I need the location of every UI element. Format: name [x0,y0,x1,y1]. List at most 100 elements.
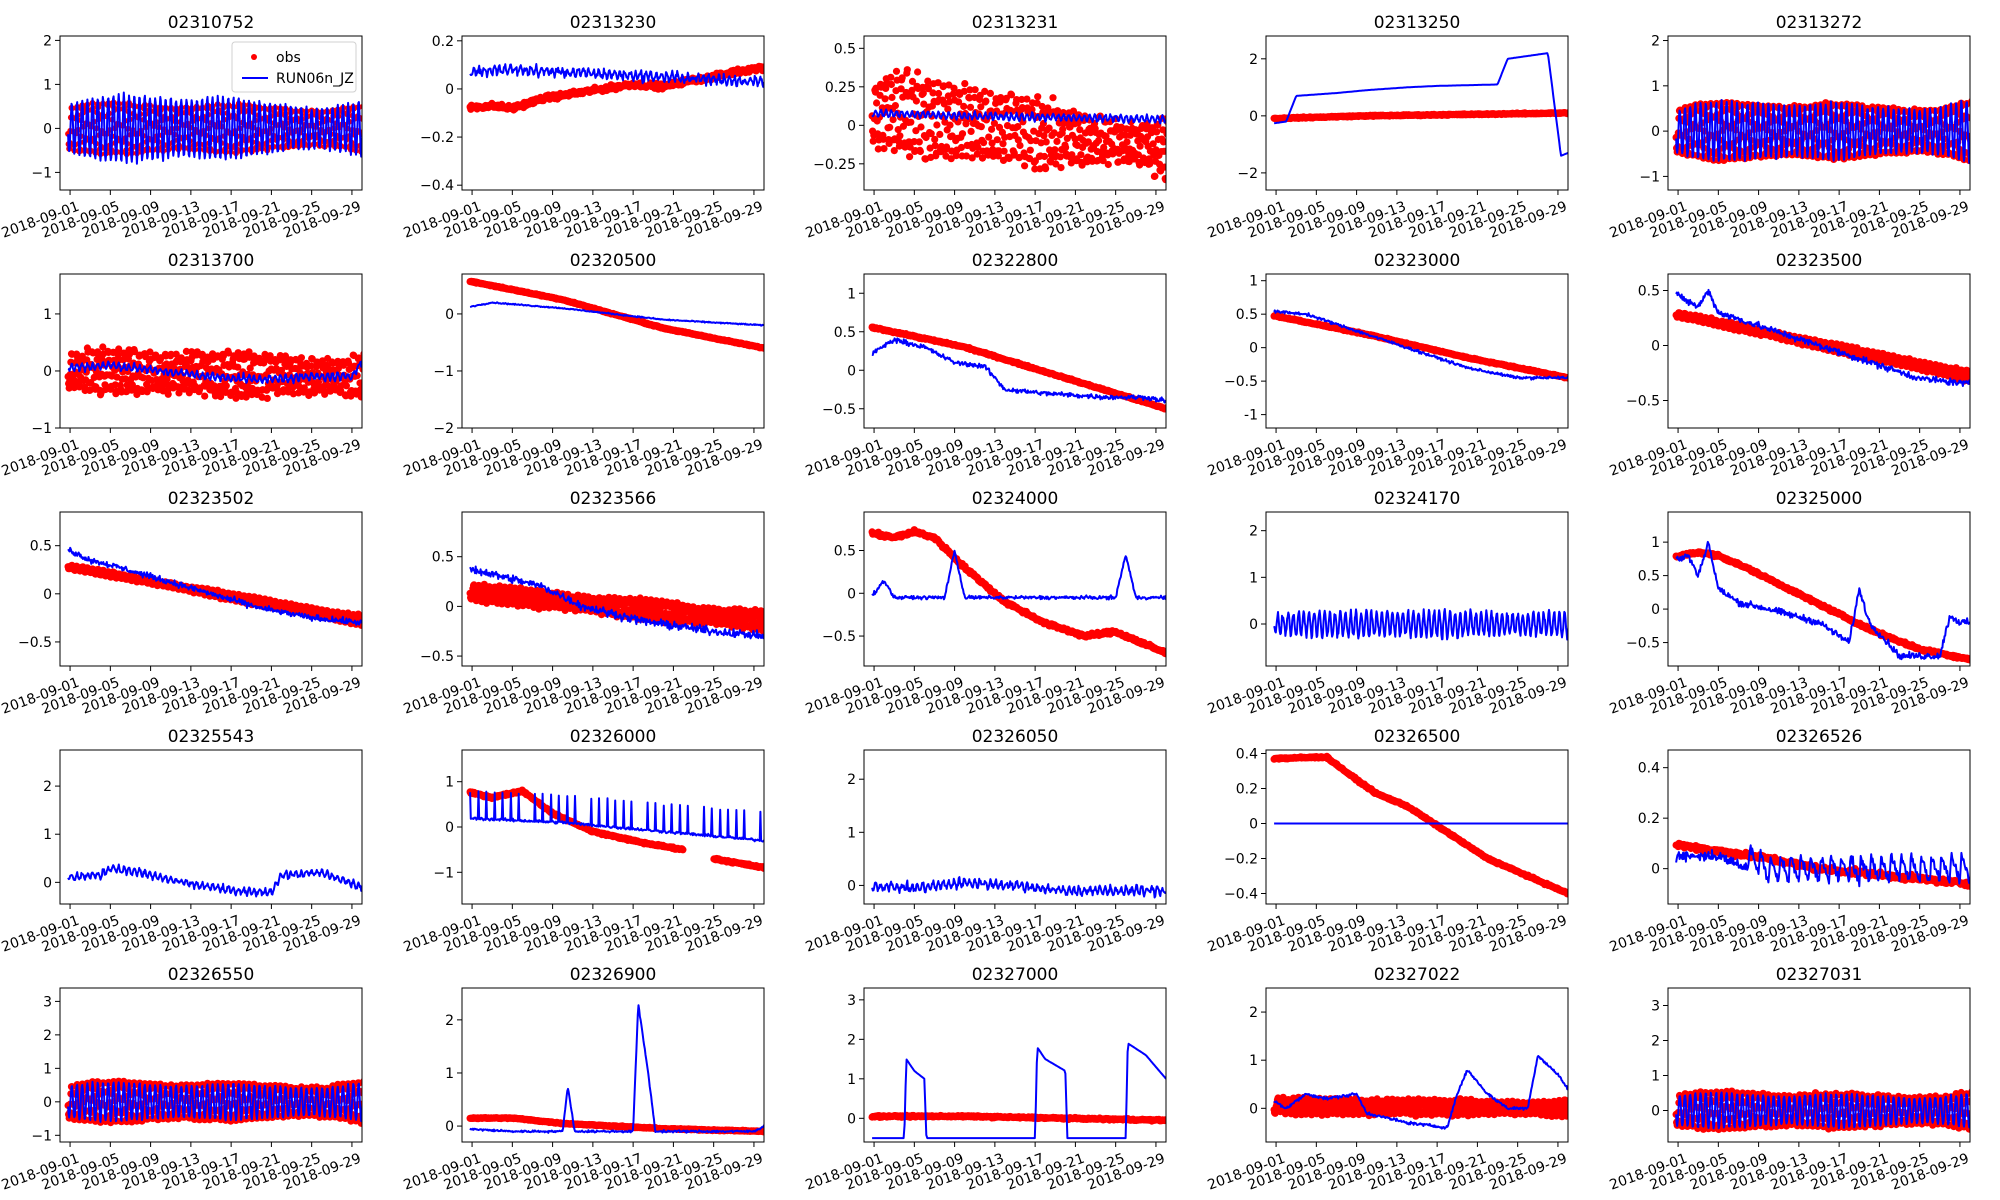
obs-point [952,152,960,160]
obs-point [1042,138,1050,146]
obs-point [888,93,896,101]
plot-area [64,343,362,402]
obs-point [1159,138,1166,146]
obs-point [300,384,308,392]
obs-point [1031,165,1039,173]
obs-point [1161,163,1166,171]
model-series-line [1675,99,1970,164]
obs-point [950,84,958,92]
y-tick-label: −1 [1639,169,1660,185]
y-tick-label: −0.5 [1626,394,1660,410]
y-tick-label: 0 [847,363,856,379]
obs-point [881,95,889,103]
y-tick-label: 2 [43,33,52,49]
obs-point [977,103,985,111]
obs-point [1026,146,1034,154]
subplot-title: 02323000 [1374,251,1461,271]
obs-point [232,394,240,402]
obs-point [167,350,175,358]
obs-point [1018,95,1026,104]
y-tick-label: 0 [43,364,52,380]
obs-point [891,102,900,110]
obs-point [1007,91,1016,99]
obs-point [894,126,902,134]
obs-point [1099,157,1107,165]
obs-point [882,84,890,92]
y-tick-label: 1 [1651,79,1660,95]
y-tick-label: −1 [31,421,52,437]
obs-point [1021,162,1029,170]
obs-point [935,89,943,98]
obs-point [873,99,881,107]
obs-point [903,66,911,74]
subplot-02323500: 02323500−0.500.52018-09-012018-09-052018… [1607,251,1971,480]
model-series-line [469,301,764,327]
obs-point [1014,136,1022,144]
y-tick-label: 0 [1651,124,1660,140]
y-tick-label: 0.5 [1638,284,1660,300]
obs-point [99,343,107,351]
obs-point [201,392,209,400]
obs-point [1162,176,1166,184]
obs-point [1050,129,1058,137]
obs-point [1164,406,1166,413]
y-tick-label: −2 [433,421,454,437]
model-series-line [871,108,1166,125]
y-tick-label: −0.5 [822,402,856,418]
obs-point [1151,172,1159,180]
obs-point [175,389,183,397]
y-tick-label: 0 [847,118,856,134]
subplot-02313230: 02313230−0.4−0.200.22018-09-012018-09-05… [401,13,765,242]
subplot-02313231: 02313231−0.2500.250.52018-09-012018-09-0… [803,13,1167,242]
obs-point [1163,130,1166,138]
obs-point [146,348,154,356]
y-tick-label: 0 [445,307,454,323]
obs-point [973,150,981,158]
obs-point [933,121,941,129]
y-tick-label: 1 [847,286,856,302]
y-tick-label: −0.2 [420,130,454,146]
subplot-02320500: 02320500−2−102018-09-012018-09-052018-09… [401,251,765,480]
obs-point [912,127,920,135]
y-tick-label: 1 [1249,274,1258,290]
obs-point [985,133,993,141]
obs-series [1672,309,1970,385]
obs-point [1069,107,1078,115]
obs-point [906,143,914,151]
legend-entry-model: RUN06n_JZ [276,71,354,87]
obs-point [121,375,130,383]
y-tick-label: −2 [1237,166,1258,182]
obs-point [924,77,932,85]
subplot-title: 02322800 [972,251,1059,271]
plot-area [868,66,1166,184]
subplot-title: 02313272 [1776,13,1863,33]
y-tick-label: 0 [1249,341,1258,357]
obs-point [1038,102,1046,111]
y-tick-label: 0 [1651,339,1660,355]
axes-frame [1265,35,1569,191]
obs-point [128,381,136,389]
axes-frame [1667,35,1971,191]
model-series-line [469,63,764,88]
subplot-title: 02313700 [168,251,255,271]
y-tick-label: 1 [43,77,52,93]
obs-point [217,393,225,401]
obs-point [1104,160,1112,169]
subplot-title: 02320500 [570,251,657,271]
obs-point [931,135,939,143]
obs-point [999,140,1007,148]
obs-point [1068,151,1076,159]
y-tick-label: 0 [43,121,52,137]
obs-point [981,87,989,95]
axes-frame [461,273,765,429]
legend-obs-marker [251,54,257,60]
subplot-02313700: 02313700−1012018-09-012018-09-052018-09-… [0,251,363,480]
obs-point [957,143,966,152]
y-tick-label: 0.5 [1236,307,1258,323]
obs-point [1057,164,1065,172]
obs-point [916,147,925,156]
subplot-title: 02313250 [1374,13,1461,33]
axes-frame [863,35,1167,191]
axes-frame [863,273,1167,429]
